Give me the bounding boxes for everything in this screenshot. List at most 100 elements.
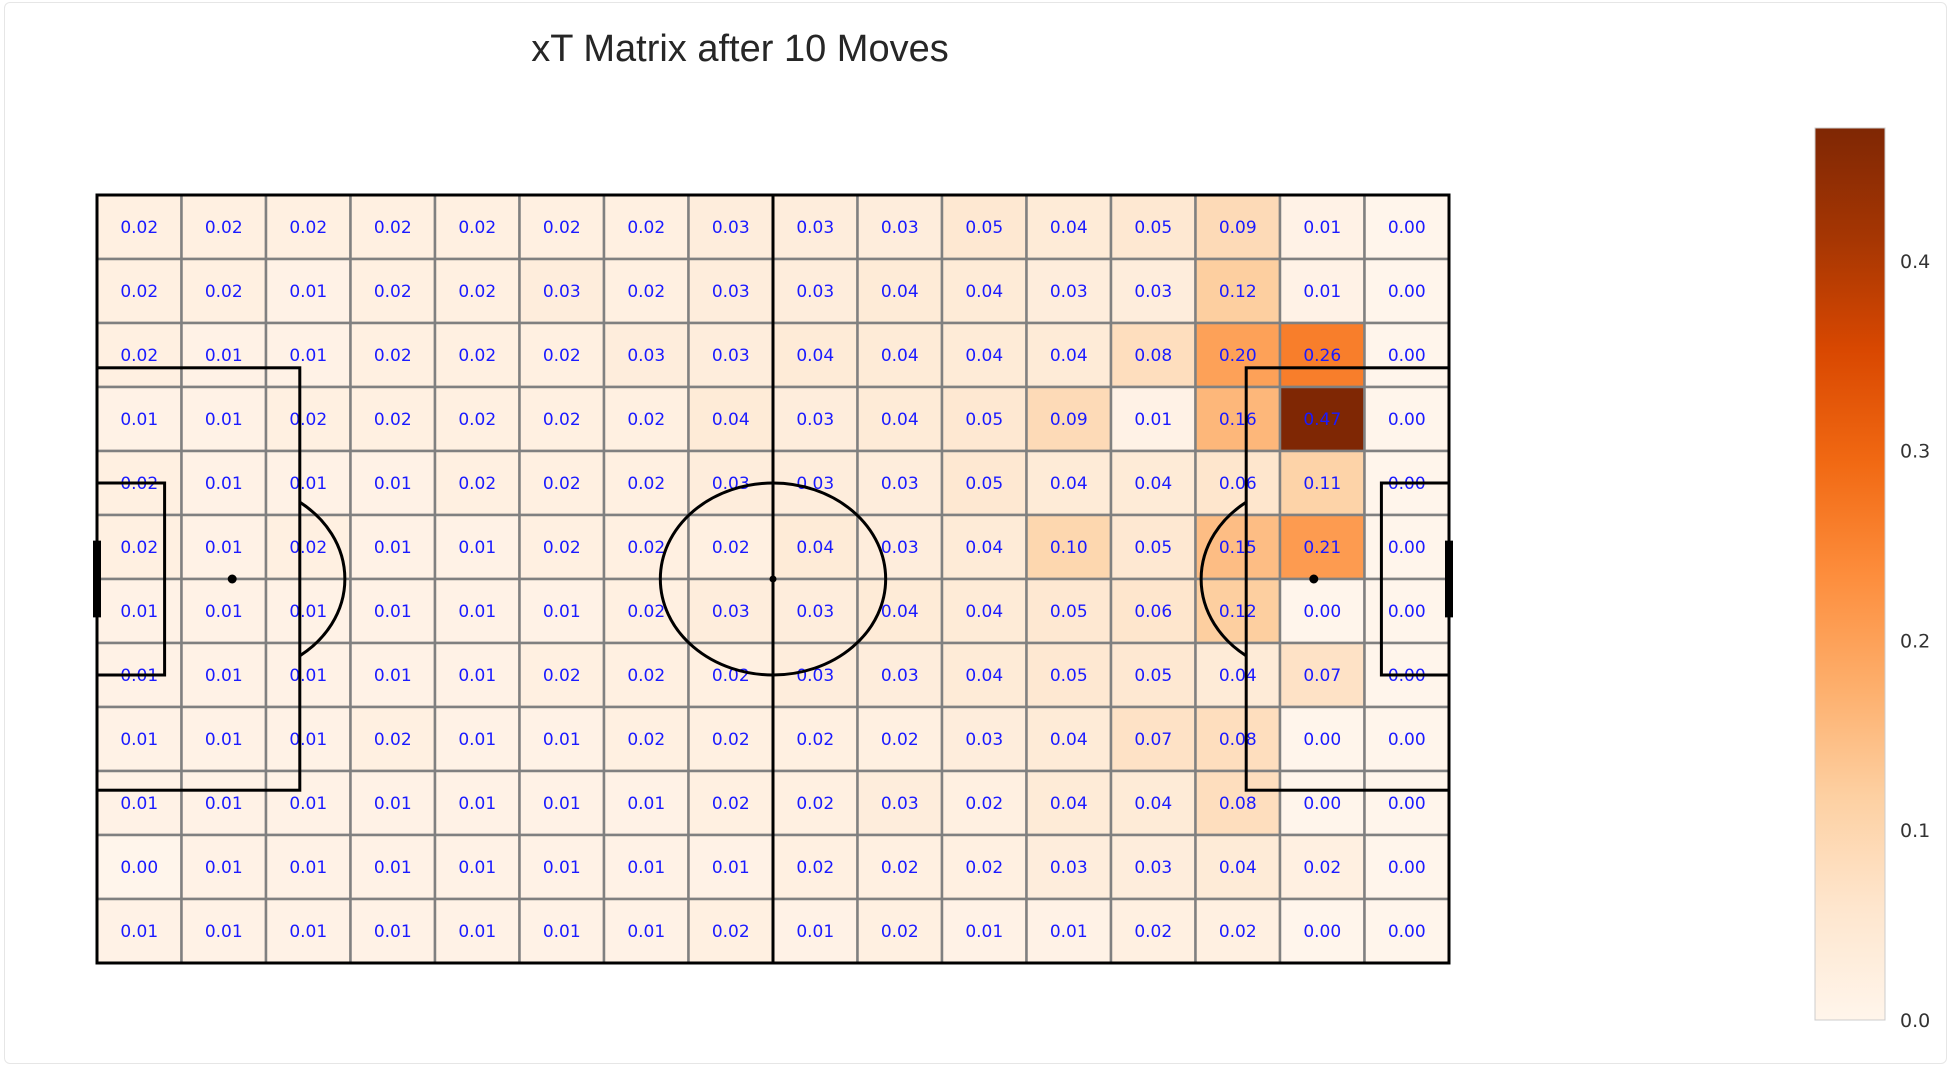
cell-value-label: 0.15	[1219, 538, 1257, 558]
cell-value-label: 0.01	[205, 666, 243, 686]
cell-value-label: 0.04	[881, 282, 919, 302]
heatmap-cell	[95, 577, 183, 645]
heatmap-cell	[1278, 321, 1366, 389]
cell-value-label: 0.05	[965, 410, 1003, 430]
cell-value-label: 0.01	[796, 922, 834, 942]
heatmap-cell	[687, 513, 775, 581]
cell-value-label: 0.04	[1050, 474, 1088, 494]
heatmap-cell	[349, 449, 437, 517]
cell-value-label: 0.07	[1303, 666, 1341, 686]
heatmap-cell	[1278, 577, 1366, 645]
heatmap-cell	[1194, 449, 1282, 517]
cell-value-label: 0.03	[965, 730, 1003, 750]
cell-value-label: 0.01	[543, 858, 581, 878]
cell-value-label: 0.00	[1388, 346, 1426, 366]
cell-value-label: 0.02	[1134, 922, 1172, 942]
cell-value-label: 0.03	[881, 474, 919, 494]
cell-value-label: 0.02	[374, 346, 412, 366]
cell-value-label: 0.01	[712, 858, 750, 878]
cell-value-label: 0.03	[881, 218, 919, 238]
heatmap-cell	[1025, 321, 1113, 389]
cell-value-label: 0.02	[543, 666, 581, 686]
cell-value-label: 0.03	[712, 346, 750, 366]
cell-value-label: 0.01	[205, 474, 243, 494]
heatmap-cell	[856, 897, 944, 965]
cell-value-label: 0.00	[1303, 602, 1341, 622]
heatmap-cell	[1278, 513, 1366, 581]
chart-title: xT Matrix after 10 Moves	[531, 28, 949, 70]
cell-value-label: 0.04	[1219, 666, 1257, 686]
heatmap-cell	[180, 257, 268, 325]
cell-value-label: 0.01	[1134, 410, 1172, 430]
heatmap-cell	[940, 577, 1028, 645]
heatmap-cell	[180, 897, 268, 965]
cell-value-label: 0.01	[374, 794, 412, 814]
cell-value-label: 0.04	[881, 346, 919, 366]
cell-value-label: 0.00	[1303, 794, 1341, 814]
cell-value-label: 0.01	[458, 922, 496, 942]
heatmap-cell	[1194, 897, 1282, 965]
cell-value-label: 0.02	[796, 794, 834, 814]
heatmap-cell	[1194, 641, 1282, 709]
cell-value-label: 0.03	[712, 282, 750, 302]
left-penalty-spot	[227, 574, 237, 584]
cell-value-label: 0.02	[627, 730, 665, 750]
heatmap-cell	[1025, 897, 1113, 965]
cell-value-label: 0.00	[1388, 538, 1426, 558]
cell-value-label: 0.02	[374, 730, 412, 750]
cell-value-label: 0.02	[374, 282, 412, 302]
cell-value-label: 0.02	[120, 346, 158, 366]
cell-value-label: 0.02	[627, 538, 665, 558]
cell-value-label: 0.01	[289, 922, 327, 942]
cell-value-label: 0.04	[1050, 218, 1088, 238]
heatmap-cell	[433, 705, 521, 773]
heatmap-cell	[95, 897, 183, 965]
heatmap-cell	[602, 577, 690, 645]
cell-value-label: 0.01	[458, 538, 496, 558]
cell-value-label: 0.02	[712, 794, 750, 814]
cell-value-label: 0.10	[1050, 538, 1088, 558]
cell-value-label: 0.01	[120, 794, 158, 814]
heatmap-cell	[264, 449, 352, 517]
cell-value-label: 0.02	[289, 410, 327, 430]
heatmap-cell	[1363, 513, 1451, 581]
heatmap-cell	[264, 321, 352, 389]
heatmap-cell	[856, 641, 944, 709]
cell-value-label: 0.01	[120, 410, 158, 430]
cell-value-label: 0.02	[289, 218, 327, 238]
cell-value-label: 0.00	[1388, 282, 1426, 302]
right-penalty-arc	[1199, 500, 1248, 658]
cell-value-label: 0.04	[881, 602, 919, 622]
cell-value-label: 0.04	[1050, 730, 1088, 750]
cell-value-label: 0.01	[543, 794, 581, 814]
heatmap-cell	[1278, 833, 1366, 901]
cell-value-label: 0.05	[965, 218, 1003, 238]
cell-value-label: 0.01	[374, 922, 412, 942]
heatmap-cell	[856, 449, 944, 517]
heatmap-cell	[95, 833, 183, 901]
cell-value-label: 0.00	[1388, 794, 1426, 814]
cell-value-label: 0.04	[965, 346, 1003, 366]
cell-value-label: 0.01	[543, 730, 581, 750]
cell-value-label: 0.01	[289, 730, 327, 750]
heatmap-cell	[602, 193, 690, 261]
cell-value-label: 0.00	[120, 858, 158, 878]
heatmap-cell	[349, 769, 437, 837]
cell-value-label: 0.02	[1303, 858, 1341, 878]
cell-value-label: 0.04	[1134, 474, 1172, 494]
heatmap-cell	[1194, 257, 1282, 325]
heatmap-cell	[1278, 769, 1366, 837]
cell-value-label: 0.01	[205, 602, 243, 622]
heatmap-cell	[433, 577, 521, 645]
cell-value-label: 0.05	[965, 474, 1003, 494]
heatmap-cell	[180, 705, 268, 773]
cell-value-label: 0.02	[120, 538, 158, 558]
cell-value-label: 0.01	[374, 666, 412, 686]
cell-value-label: 0.01	[289, 346, 327, 366]
cell-value-label: 0.05	[1050, 602, 1088, 622]
cell-value-label: 0.01	[289, 282, 327, 302]
cell-value-label: 0.04	[796, 538, 834, 558]
heatmap-cell	[856, 385, 944, 453]
cell-value-label: 0.03	[627, 346, 665, 366]
heatmap-cell	[433, 193, 521, 261]
